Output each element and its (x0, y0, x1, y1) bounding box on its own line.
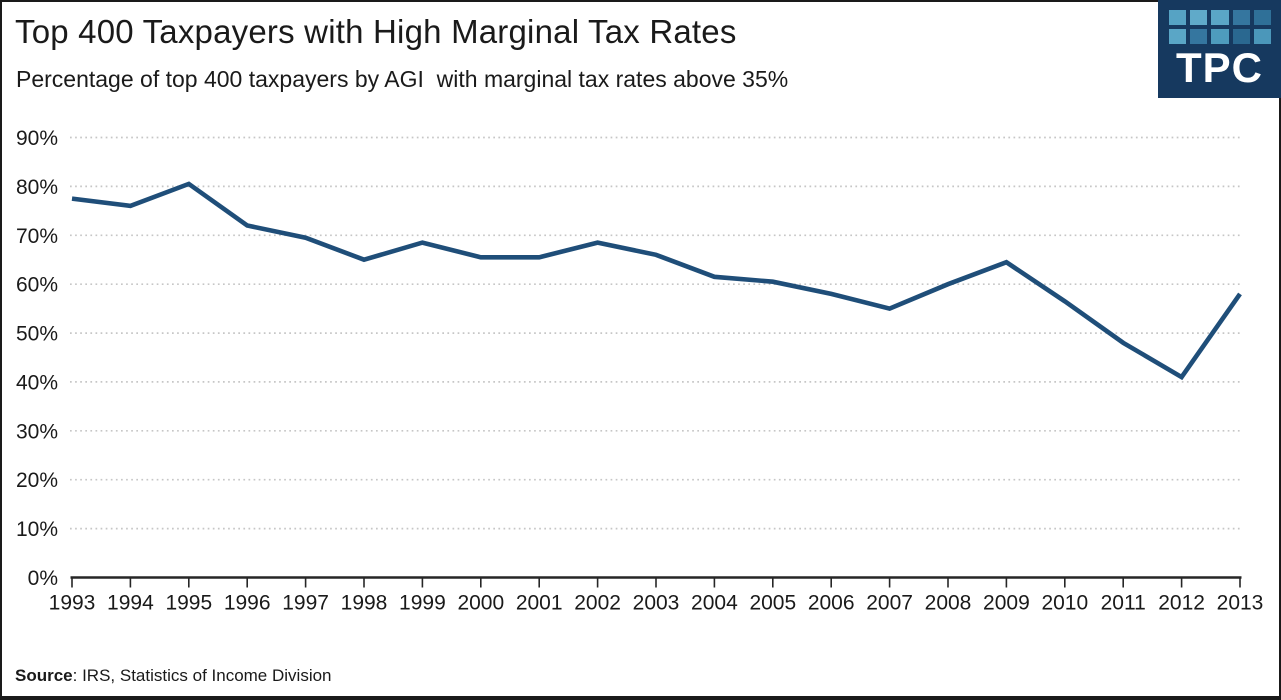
svg-text:1998: 1998 (341, 592, 388, 615)
logo-square (1211, 29, 1229, 44)
svg-text:2006: 2006 (808, 592, 855, 615)
svg-text:1999: 1999 (399, 592, 446, 615)
svg-text:2012: 2012 (1158, 592, 1205, 615)
svg-text:40%: 40% (16, 371, 58, 394)
x-axis-ticks (71, 577, 1241, 588)
svg-text:1996: 1996 (224, 592, 271, 615)
chart-subtitle: Percentage of top 400 taxpayers by AGI w… (16, 66, 789, 92)
svg-text:2010: 2010 (1041, 592, 1088, 615)
svg-text:1995: 1995 (165, 592, 212, 615)
tpc-logo: TPC (1158, 0, 1281, 98)
y-axis-labels: 0% 10% 20% 30% 40% 50% 60% 70% 80% 90% (16, 127, 58, 590)
svg-text:60%: 60% (16, 274, 58, 297)
source-note: Source: IRS, Statistics of Income Divisi… (15, 666, 332, 686)
svg-text:0%: 0% (28, 567, 58, 590)
svg-text:2011: 2011 (1101, 592, 1146, 615)
svg-text:80%: 80% (16, 176, 58, 199)
logo-square (1232, 29, 1250, 44)
svg-text:50%: 50% (16, 323, 58, 346)
svg-text:2003: 2003 (633, 592, 680, 615)
tpc-logo-grid (1169, 10, 1271, 44)
logo-square (1253, 29, 1271, 44)
x-axis-labels: 1993 1994 1995 1996 1997 1998 1999 2000 2001 2002… (49, 592, 1264, 615)
logo-square (1169, 29, 1187, 44)
tpc-logo-text: TPC (1176, 44, 1263, 91)
svg-text:1997: 1997 (282, 592, 329, 615)
svg-text:2000: 2000 (457, 592, 504, 615)
svg-text:2009: 2009 (983, 592, 1030, 615)
data-series-line (71, 181, 1242, 381)
svg-text:20%: 20% (16, 469, 58, 492)
svg-text:30%: 30% (16, 420, 58, 443)
chart-title: Top 400 Taxpayers with High Marginal Tax… (15, 13, 737, 50)
svg-text:2007: 2007 (866, 592, 913, 615)
svg-text:90%: 90% (16, 127, 58, 150)
svg-text:2005: 2005 (749, 592, 796, 615)
svg-text:10%: 10% (16, 518, 58, 541)
svg-text:2013: 2013 (1217, 592, 1264, 615)
source-label: Source (15, 666, 73, 685)
svg-text:70%: 70% (16, 225, 58, 248)
svg-text:2002: 2002 (574, 592, 621, 615)
source-text: : IRS, Statistics of Income Division (72, 666, 332, 685)
logo-square (1211, 10, 1229, 25)
logo-square (1232, 10, 1250, 25)
svg-text:2004: 2004 (691, 592, 738, 615)
svg-text:1993: 1993 (49, 592, 96, 615)
logo-square (1190, 10, 1208, 25)
logo-square (1190, 29, 1208, 44)
logo-square (1253, 10, 1271, 25)
svg-text:2001: 2001 (516, 592, 563, 615)
svg-text:2008: 2008 (925, 592, 972, 615)
logo-square (1169, 10, 1187, 25)
y-gridlines (70, 136, 1240, 530)
svg-text:1994: 1994 (107, 592, 154, 615)
